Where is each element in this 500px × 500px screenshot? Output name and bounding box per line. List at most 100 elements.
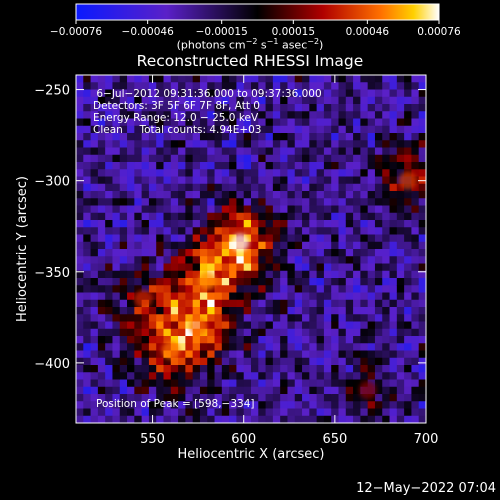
heatmap-cell	[411, 299, 420, 308]
heatmap-cell	[338, 314, 347, 322]
heatmap-cell	[192, 169, 201, 177]
heatmap-cell	[127, 415, 135, 423]
heatmap-cell	[331, 89, 339, 98]
heatmap-cell	[404, 191, 412, 199]
heatmap-cell	[83, 256, 91, 264]
heatmap-cell	[294, 147, 303, 156]
heatmap-cell	[229, 343, 237, 351]
heatmap-cell	[148, 357, 157, 366]
heatmap-cell	[265, 256, 274, 264]
heatmap-cell	[323, 96, 332, 105]
heatmap-cell	[353, 292, 361, 301]
heatmap-cell	[156, 379, 164, 388]
heatmap-cell	[309, 343, 318, 351]
heatmap-cell	[280, 394, 288, 402]
heatmap-cell	[396, 104, 405, 112]
heatmap-cell	[374, 147, 383, 156]
heatmap-cell	[280, 176, 288, 185]
heatmap-cell	[367, 212, 376, 221]
heatmap-cell	[404, 263, 412, 272]
heatmap-cell	[134, 198, 143, 206]
heatmap-cell	[148, 169, 157, 177]
heatmap-cell	[199, 292, 208, 301]
plot-frame	[75, 74, 427, 424]
heatmap-cell	[294, 386, 303, 395]
heatmap-cell	[76, 234, 84, 243]
heatmap-cell	[272, 133, 281, 141]
heatmap-cell	[236, 75, 245, 83]
heatmap-cell	[360, 147, 369, 156]
heatmap-cell	[156, 372, 164, 380]
heatmap-cell	[389, 350, 398, 359]
heatmap-cell	[258, 118, 266, 127]
heatmap-cell	[170, 256, 179, 264]
heatmap-cell	[76, 336, 84, 344]
heatmap-cell	[302, 212, 310, 221]
heatmap-cell	[338, 198, 347, 206]
heatmap-cell	[323, 82, 332, 90]
heatmap-cell	[287, 133, 296, 141]
heatmap-cell	[411, 350, 420, 359]
heatmap-cell	[338, 75, 347, 83]
heatmap-cell	[309, 379, 318, 388]
heatmap-cell	[236, 285, 245, 293]
heatmap-cell	[243, 140, 252, 148]
heatmap-cell	[97, 365, 106, 373]
heatmap-cell	[76, 220, 84, 228]
heatmap-cell	[418, 198, 426, 206]
heatmap-cell	[331, 263, 339, 272]
heatmap-cell	[185, 394, 194, 402]
heatmap-cell	[353, 89, 361, 98]
heatmap-cell	[258, 154, 266, 163]
heatmap-cell	[374, 415, 383, 423]
heatmap-cell	[404, 408, 412, 417]
heatmap-cell	[316, 96, 325, 105]
heatmap-cell	[90, 82, 99, 90]
heatmap-cell	[287, 234, 296, 243]
heatmap-cell	[331, 154, 339, 163]
heatmap-cell	[229, 227, 237, 235]
heatmap-cell	[221, 89, 230, 98]
heatmap-cell	[251, 89, 259, 98]
heatmap-cell	[148, 191, 157, 199]
heatmap-cell	[367, 96, 376, 105]
heatmap-cell	[214, 191, 223, 199]
heatmap-cell	[287, 198, 296, 206]
heatmap-cell	[221, 125, 230, 134]
heatmap-cell	[76, 227, 84, 235]
heatmap-cell	[251, 183, 259, 192]
heatmap-cell	[148, 249, 157, 257]
heatmap-cell	[280, 205, 288, 214]
heatmap-cell	[199, 75, 208, 83]
heatmap-cell	[331, 328, 339, 337]
heatmap-cell	[411, 270, 420, 279]
heatmap-cell	[287, 96, 296, 105]
heatmap-cell	[178, 111, 186, 119]
heatmap-cell	[382, 263, 390, 272]
heatmap-cell	[396, 270, 405, 279]
heatmap-cell	[338, 111, 347, 119]
heatmap-cell	[83, 96, 91, 105]
heatmap-cell	[214, 220, 223, 228]
heatmap-cell	[127, 285, 135, 293]
heatmap-cell	[192, 96, 201, 105]
heatmap-cell	[178, 299, 186, 308]
heatmap-cell	[302, 278, 310, 286]
heatmap-cell	[170, 183, 179, 192]
heatmap-cell	[112, 263, 121, 272]
heatmap-cell	[141, 379, 150, 388]
heatmap-cell	[280, 162, 288, 170]
heatmap-cell	[316, 249, 325, 257]
heatmap-cell	[360, 372, 369, 380]
heatmap-cell	[345, 191, 354, 199]
heatmap-cell	[251, 96, 259, 105]
heatmap-cell	[396, 321, 405, 330]
heatmap-cell	[382, 270, 390, 279]
heatmap-cell	[105, 212, 113, 221]
heatmap-cell	[360, 314, 369, 322]
peak-position-label: Position of Peak = [598,−334]	[96, 398, 255, 410]
heatmap-cell	[374, 263, 383, 272]
heatmap-cell	[207, 336, 215, 344]
heatmap-cell	[163, 227, 172, 235]
heatmap-cell	[251, 169, 259, 177]
